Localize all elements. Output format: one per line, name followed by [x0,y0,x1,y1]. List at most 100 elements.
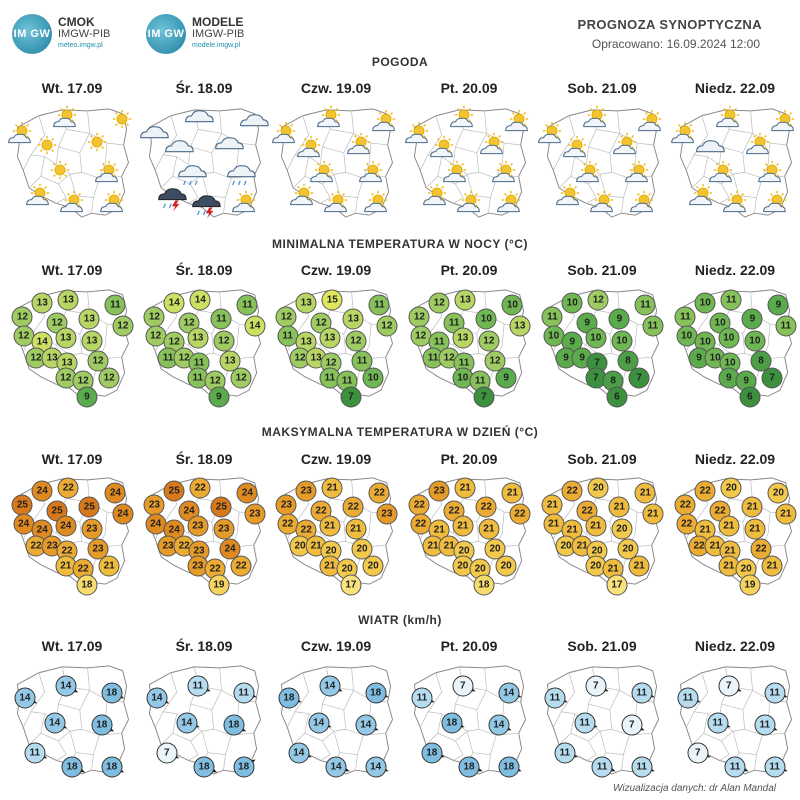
tmax-value: 22 [204,558,226,580]
wind-speed: 11 [544,687,566,708]
wind-marker: 11 [631,682,657,704]
tmax-value: 22 [230,555,252,577]
tmin-value: 13 [454,289,476,311]
wind-speed: 11 [764,682,786,704]
logo-url[interactable]: meteo.imgw.pl [58,42,103,49]
tmin-value: 12 [87,350,109,372]
tmax-value: 20 [555,535,577,557]
wind-marker: 18 [498,756,524,777]
wind-marker: 11 [554,742,580,764]
tmin-value: 13 [55,327,77,349]
tmin-value: 12 [72,370,94,392]
wind-speed: 14 [355,714,377,736]
tmin-value: 11 [210,308,232,330]
tmin-value: 13 [509,315,531,337]
tmax-value: 20 [351,538,373,560]
tmin-value: 10 [744,330,766,352]
wind-marker: 14 [288,742,314,764]
wind-map-day1: 14 14 18 14 18 11 18 18 [10,663,134,778]
wind-marker: 11 [764,756,790,777]
tmax-value: 21 [761,555,783,577]
wind-speed: 14 [176,712,198,734]
section-title-tmax: MAKSYMALNA TEMPERATURA W DZIEŃ (°C) [261,425,539,439]
sun-cloud-icon [763,190,787,213]
tmin-value: 10 [611,330,633,352]
sun-cloud-icon [583,105,607,127]
wind-marker: 14 [44,712,70,734]
prepared-timestamp: Opracowano: 16.09.2024 12:00 [591,37,760,51]
tmax-value: 22 [368,482,390,504]
cloud-icon [185,109,214,123]
sun-cloud-icon [442,160,466,183]
imgw-logo-icon: IM GW [12,14,52,54]
tmin-value: 9 [495,367,517,389]
tmax-value: 24 [219,538,241,560]
tmin-value: 13 [57,289,79,311]
tmin-map-day2: 14 14 11 12 12 11 14 12 12 13 12 11 12 11 13 11 12 12 9 [142,287,266,408]
sun-cloud-icon [716,105,740,127]
wind-marker: 14 [498,682,524,704]
tmax-value: 21 [501,482,523,504]
tmax-value: 21 [478,518,500,540]
sun-cloud-icon [745,133,769,155]
tmax-value: 22 [475,496,497,518]
tmax-map-day5: 22 20 21 21 22 21 21 21 21 21 20 20 21 20 20 20 21 21 17 [540,475,664,596]
tmax-value: 23 [244,503,266,525]
day-label: Sob. 21.09 [567,262,637,278]
tmax-value: 23 [376,503,398,525]
wind-speed: 18 [193,756,215,777]
wind-marker: 18 [233,756,258,777]
logo-sub: IMGW-PIB [58,28,111,40]
wind-marker: 7 [687,742,713,764]
sun-cloud-icon [758,160,782,183]
tmax-value: 21 [319,515,341,537]
weather-map-day6 [671,105,797,221]
wind-speed: 11 [631,682,653,704]
tmin-value: 9 [76,386,98,408]
day-label: Śr. 18.09 [175,80,233,96]
wind-marker: 11 [233,682,259,704]
day-label: Wt. 17.09 [41,451,103,467]
tmin-value: 13 [319,327,341,349]
day-label: Wt. 17.09 [41,80,103,96]
tmin-value: 6 [739,386,761,408]
tmax-value: 24 [236,482,258,504]
tmin-value: 12 [145,325,167,347]
tmin-value: 12 [345,330,367,352]
tmin-value: 12 [376,315,398,337]
sun-icon [38,135,57,154]
sun-cloud-icon [723,190,747,213]
tmax-value: 23 [81,518,103,540]
page-title: PROGNOZA SYNOPTYCZNA [577,17,762,32]
weather-map-day1 [8,105,134,221]
tmax-value: 22 [189,477,211,499]
tmin-value: 13 [31,292,53,314]
tmax-value: 24 [112,503,134,525]
tmax-value: 20 [617,538,639,560]
logo-url[interactable]: modele.imgw.pl [192,42,241,49]
wind-speed: 14 [44,712,66,734]
wind-speed: 18 [223,714,245,736]
section-title-weather: POGODA [371,55,429,69]
wind-marker: 18 [278,687,304,708]
tmax-value: 24 [31,480,53,502]
tmax-value: 23 [213,518,235,540]
day-label: Niedz. 22.09 [694,451,776,467]
sun-cloud-icon [289,183,313,206]
tmax-value: 22 [509,503,531,525]
tmax-value: 23 [187,515,209,537]
tmin-value: 9 [608,308,630,330]
sun-icon [87,133,106,152]
sun-cloud-icon [297,135,321,157]
tmax-value: 20 [452,555,474,577]
wind-map-day6: 11 7 11 11 11 7 11 11 [673,663,797,778]
wind-speed: 11 [591,756,613,777]
wind-speed: 18 [278,687,300,708]
tmin-value: 12 [213,330,235,352]
wind-speed: 18 [233,756,255,777]
tmin-value: 11 [541,306,563,328]
tmin-value: 7 [761,367,783,389]
tmin-map-day3: 13 15 11 12 12 13 12 11 13 13 12 12 13 12 11 11 11 10 7 [274,287,398,408]
wind-marker: 18 [91,714,117,736]
tmin-value: 7 [340,386,362,408]
